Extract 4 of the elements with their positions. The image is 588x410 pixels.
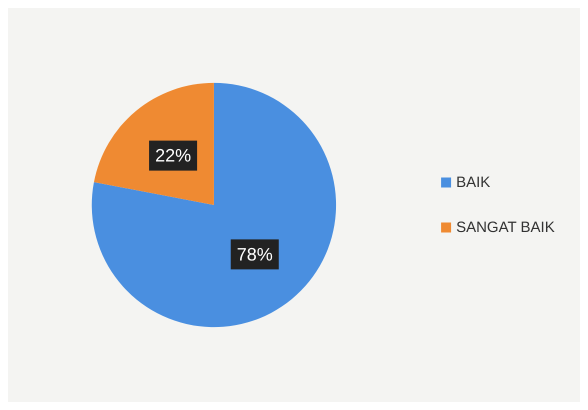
data-label: 78% (236, 244, 273, 264)
legend-label: SANGAT BAIK (456, 219, 555, 236)
legend-label: BAIK (456, 174, 490, 191)
data-label: 22% (155, 146, 192, 166)
